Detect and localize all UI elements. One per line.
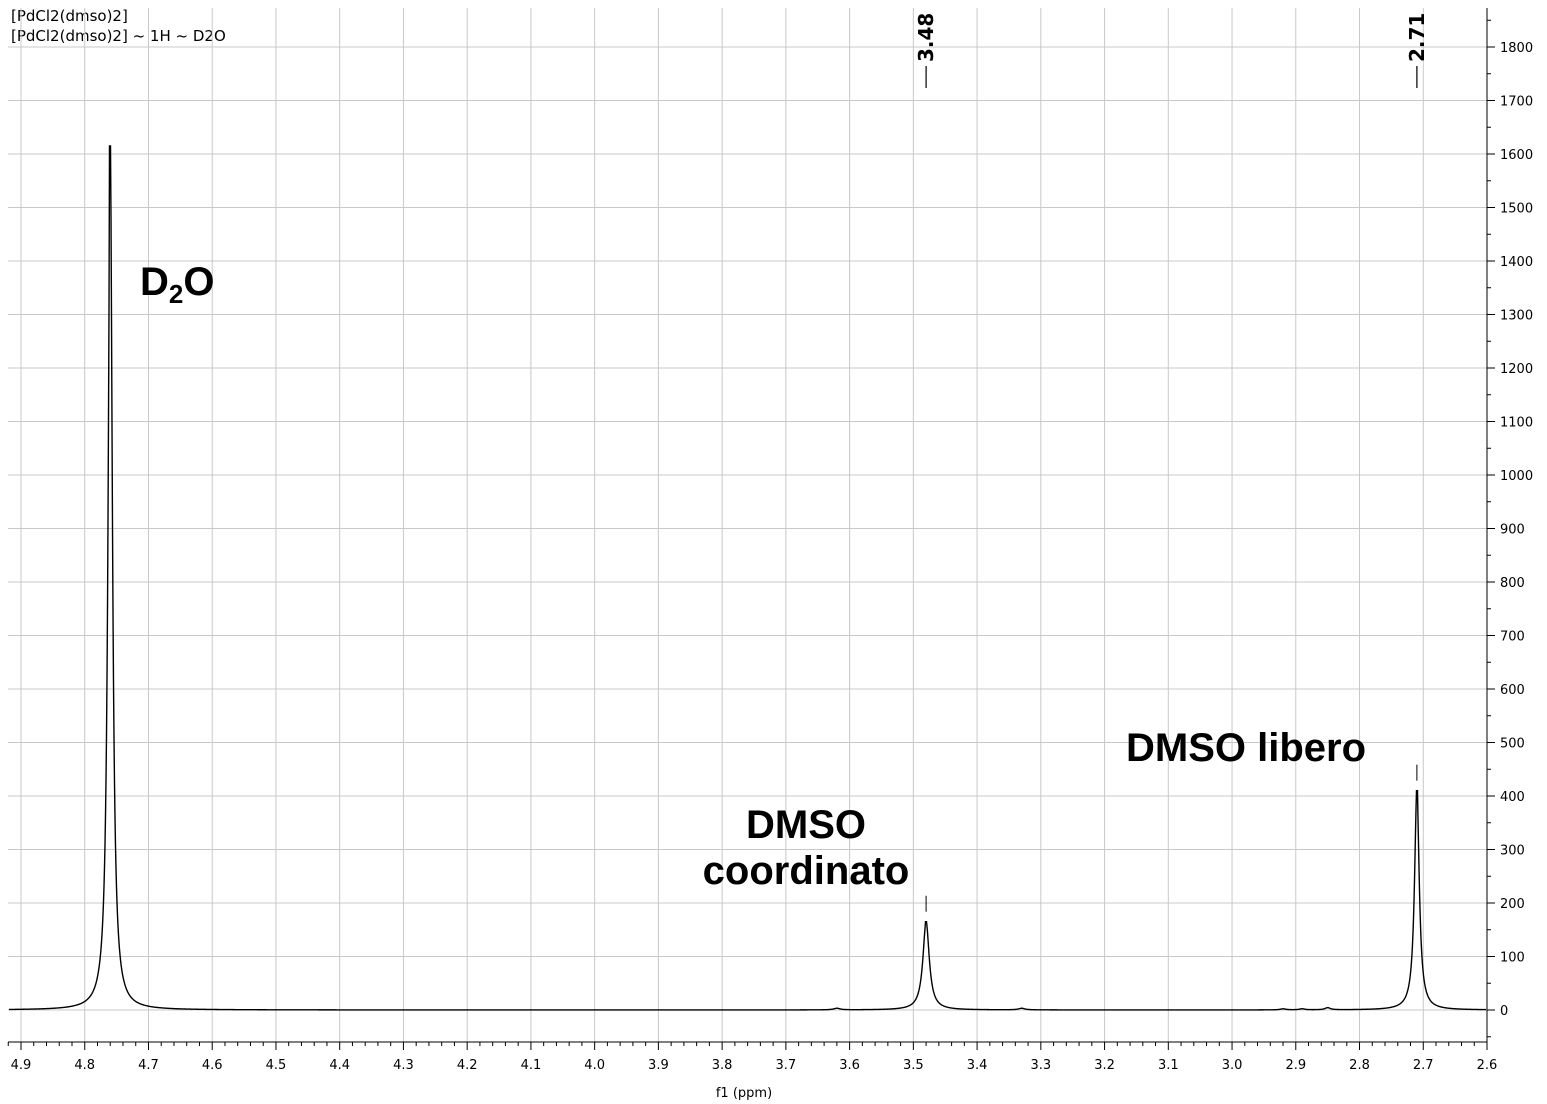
x-tick-label: 3.9: [648, 1058, 669, 1073]
x-tick-label: 2.6: [1477, 1058, 1498, 1073]
y-tick-label: 1100: [1500, 416, 1533, 431]
x-tick-label: 2.8: [1349, 1058, 1370, 1073]
d2o-annotation-d: D: [140, 260, 169, 304]
y-tick-label: 600: [1500, 683, 1525, 698]
spectrum-subtitle: [PdCl2(dmso)2] ~ 1H ~ D2O: [11, 27, 226, 45]
x-tick-label: 3.2: [1094, 1058, 1115, 1073]
y-tick-label: 900: [1500, 523, 1525, 538]
x-tick-label: 4.0: [584, 1058, 605, 1073]
dmso-coordinato-line2: coordinato: [702, 849, 910, 893]
y-tick-label: 0: [1500, 1004, 1508, 1019]
y-tick-label: 500: [1500, 737, 1525, 752]
x-tick-label: 3.6: [839, 1058, 860, 1073]
y-tick-label: 1000: [1500, 469, 1533, 484]
y-tick-label: 1600: [1500, 148, 1533, 163]
x-tick-label: 3.8: [712, 1058, 733, 1073]
y-tick-label: 1800: [1500, 41, 1533, 56]
y-axis-ticks: 0 100 200 300 400 500 600 700 800 900 1000 1100 1200…: [1487, 19, 1533, 1038]
x-tick-label: 4.3: [393, 1058, 414, 1073]
y-tick-label: 200: [1500, 897, 1525, 912]
y-tick-label: 1500: [1500, 202, 1533, 217]
d2o-annotation-o: O: [183, 260, 215, 304]
y-tick-label: 400: [1500, 790, 1525, 805]
dmso-libero-annotation: DMSO libero: [1126, 726, 1367, 770]
x-tick-label: 4.6: [202, 1058, 223, 1073]
x-tick-label: 3.4: [967, 1058, 988, 1073]
x-tick-label: 4.7: [138, 1058, 159, 1073]
d2o-annotation: D2O: [140, 260, 214, 310]
x-tick-label: 4.1: [521, 1058, 542, 1073]
x-tick-label: 3.7: [776, 1058, 797, 1073]
y-tick-label: 700: [1500, 630, 1525, 645]
x-tick-label: 4.8: [74, 1058, 95, 1073]
x-tick-label: 3.5: [903, 1058, 924, 1073]
x-tick-label: 2.9: [1285, 1058, 1306, 1073]
x-axis-ticks: 4.9 4.8 4.7 4.6 4.5 4.4 4.3 4.2 4.1 4.0 3.9 3.8 3.7 3…: [7, 1042, 1498, 1073]
x-axis-label: f1 (ppm): [716, 1086, 772, 1101]
peak-label: 3.48: [914, 13, 938, 62]
x-tick-label: 4.5: [266, 1058, 287, 1073]
x-tick-label: 3.1: [1158, 1058, 1179, 1073]
peak-markers: 3.48 2.71: [914, 13, 1429, 912]
y-tick-label: 100: [1500, 951, 1525, 966]
dmso-coordinato-annotation: DMSO coordinato: [695, 802, 917, 894]
spectrum-trace: [8, 145, 1486, 1011]
x-tick-label: 2.7: [1413, 1058, 1434, 1073]
y-tick-label: 1700: [1500, 95, 1533, 110]
d2o-annotation-subscript: 2: [168, 279, 184, 309]
y-tick-label: 1400: [1500, 255, 1533, 270]
spectrum-title: [PdCl2(dmso)2]: [11, 7, 128, 25]
peak-label: 2.71: [1405, 13, 1429, 62]
y-tick-label: 300: [1500, 844, 1525, 859]
x-tick-label: 4.9: [11, 1058, 32, 1073]
y-tick-label: 800: [1500, 576, 1525, 591]
dmso-coordinato-line1: DMSO: [746, 803, 866, 847]
chart-grid: [8, 8, 1487, 1042]
y-tick-label: 1200: [1500, 362, 1533, 377]
x-tick-label: 4.4: [329, 1058, 350, 1073]
y-tick-label: 1300: [1500, 309, 1533, 324]
x-tick-label: 4.2: [457, 1058, 478, 1073]
x-tick-label: 3.3: [1030, 1058, 1051, 1073]
x-tick-label: 3.0: [1222, 1058, 1243, 1073]
